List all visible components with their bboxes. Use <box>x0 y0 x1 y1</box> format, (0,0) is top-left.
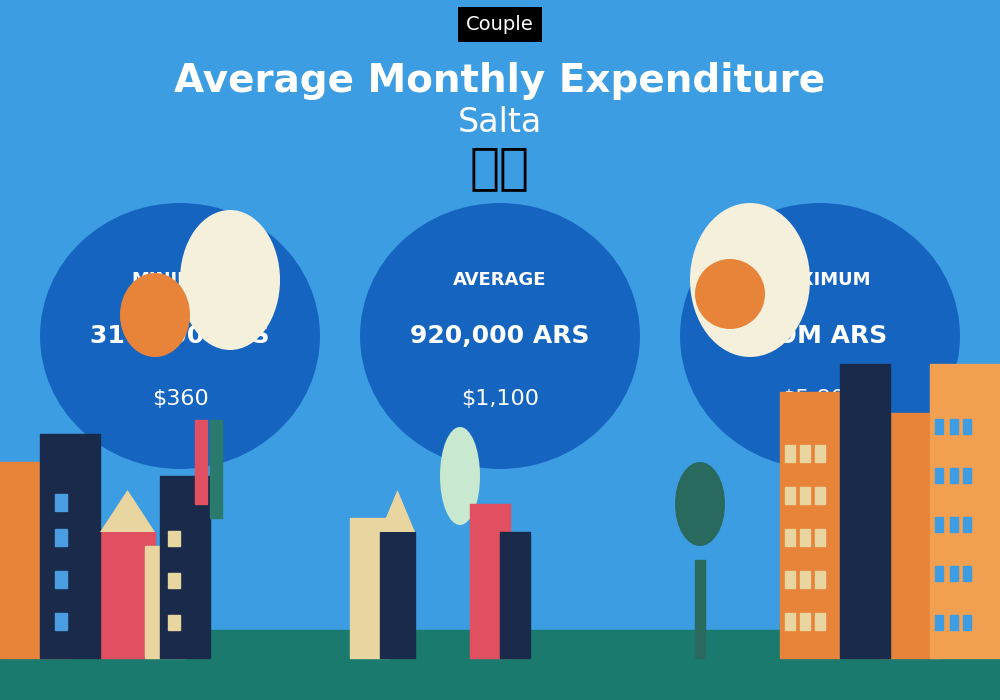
Bar <box>815 570 825 588</box>
Bar <box>500 532 530 658</box>
Bar <box>380 532 415 658</box>
Ellipse shape <box>360 203 640 469</box>
Bar <box>695 560 705 658</box>
Bar <box>55 528 67 546</box>
Bar <box>840 364 890 658</box>
Bar <box>55 570 67 588</box>
Bar <box>470 504 510 658</box>
Text: MINIMUM: MINIMUM <box>132 271 228 289</box>
Bar <box>168 615 180 630</box>
Bar <box>780 392 840 658</box>
Bar <box>40 434 100 658</box>
Bar <box>930 364 1000 658</box>
Text: 310,000 ARS: 310,000 ARS <box>90 324 270 348</box>
Text: Average Monthly Expenditure: Average Monthly Expenditure <box>174 62 826 99</box>
Bar <box>0 630 1000 700</box>
Bar <box>935 517 943 532</box>
Text: $5,800: $5,800 <box>781 389 859 409</box>
Text: 🇦🇷: 🇦🇷 <box>470 144 530 192</box>
Bar <box>963 517 971 532</box>
Bar <box>55 612 67 630</box>
Bar <box>815 612 825 630</box>
Text: Salta: Salta <box>458 106 542 139</box>
Bar <box>935 615 943 630</box>
Text: AVERAGE: AVERAGE <box>453 271 547 289</box>
Ellipse shape <box>680 203 960 469</box>
Bar <box>963 468 971 483</box>
Bar <box>800 612 810 630</box>
Bar <box>145 546 185 658</box>
Bar <box>963 419 971 434</box>
Bar <box>210 420 222 518</box>
Ellipse shape <box>440 427 480 525</box>
Bar <box>935 468 943 483</box>
Bar <box>935 566 943 581</box>
Ellipse shape <box>690 203 810 357</box>
Bar <box>935 419 943 434</box>
Polygon shape <box>100 490 155 532</box>
Bar <box>800 528 810 546</box>
Bar <box>963 615 971 630</box>
Bar <box>950 419 958 434</box>
Bar <box>55 494 67 511</box>
Ellipse shape <box>675 462 725 546</box>
Bar <box>815 444 825 462</box>
Ellipse shape <box>695 259 765 329</box>
Ellipse shape <box>120 273 190 357</box>
Bar <box>168 573 180 588</box>
Bar <box>815 486 825 504</box>
Polygon shape <box>380 490 415 532</box>
Bar <box>800 486 810 504</box>
Bar <box>800 444 810 462</box>
Bar <box>168 531 180 546</box>
Bar <box>963 566 971 581</box>
Bar <box>785 486 795 504</box>
Text: Couple: Couple <box>466 15 534 34</box>
Bar <box>800 570 810 588</box>
Bar <box>950 468 958 483</box>
Bar <box>160 476 210 658</box>
Bar <box>785 570 795 588</box>
Text: MAXIMUM: MAXIMUM <box>769 271 871 289</box>
Bar <box>815 528 825 546</box>
Bar <box>100 532 155 658</box>
Bar <box>950 566 958 581</box>
Bar <box>0 462 70 658</box>
Bar <box>785 612 795 630</box>
Text: 4.9M ARS: 4.9M ARS <box>753 324 887 348</box>
Text: $1,100: $1,100 <box>461 389 539 409</box>
Text: 920,000 ARS: 920,000 ARS <box>410 324 590 348</box>
Bar <box>950 615 958 630</box>
Bar <box>950 517 958 532</box>
Ellipse shape <box>180 210 280 350</box>
Ellipse shape <box>40 203 320 469</box>
Bar <box>880 413 940 658</box>
Bar <box>785 528 795 546</box>
Bar <box>195 420 207 504</box>
Bar <box>350 518 390 658</box>
Text: $360: $360 <box>152 389 208 409</box>
Bar <box>785 444 795 462</box>
